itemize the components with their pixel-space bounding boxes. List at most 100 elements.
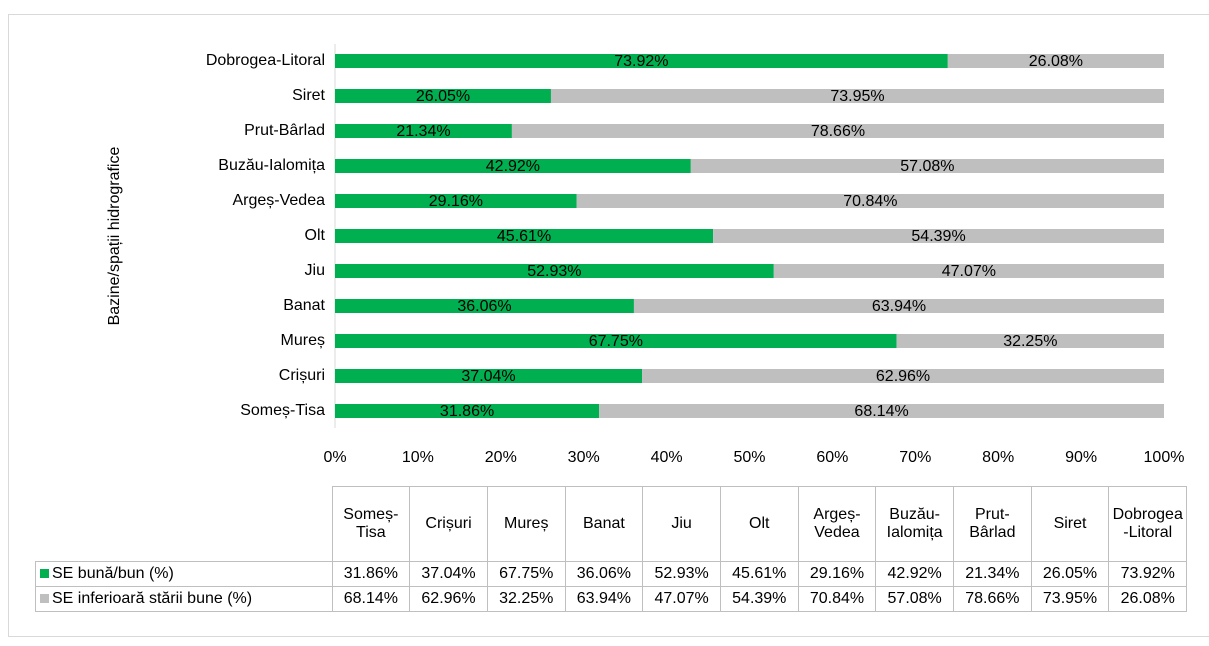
table-value-cell: 63.94% — [564, 586, 644, 612]
data-label: 29.16% — [429, 193, 483, 210]
table-header-cell: Jiu — [642, 486, 721, 562]
table-value-cell: 36.06% — [564, 561, 644, 587]
table-header-cell: Siret — [1030, 486, 1110, 562]
data-label: 31.86% — [440, 403, 494, 420]
x-tick-label: 20% — [485, 449, 517, 466]
data-label: 52.93% — [527, 263, 581, 280]
table-value-cell: 29.16% — [797, 561, 877, 587]
table-header-cell: Mureș — [486, 486, 566, 562]
table-value-cell: 57.08% — [875, 586, 954, 612]
table-header-cell: Buzău-Ialomița — [875, 486, 954, 562]
y-tick-label: Olt — [305, 227, 326, 244]
bar-segment — [773, 264, 1164, 278]
data-label: 70.84% — [843, 193, 897, 210]
bar-segment — [335, 404, 600, 418]
data-label: 68.14% — [854, 403, 908, 420]
data-label: 73.95% — [830, 88, 884, 105]
bar-segment — [896, 334, 1164, 348]
x-tick-label: 50% — [733, 449, 765, 466]
legend-label: SE bună/bun (%) — [52, 565, 174, 582]
bar-segment — [713, 229, 1164, 243]
data-label: 36.06% — [457, 298, 511, 315]
table-corner — [36, 487, 333, 562]
table-value-cell: 26.05% — [1030, 561, 1110, 587]
data-table: Someș-Tisa Crișuri Mureș Banat Jiu Olt Argeș-V… — [35, 486, 1188, 612]
data-label: 78.66% — [811, 123, 865, 140]
x-tick-label: 80% — [982, 449, 1014, 466]
y-axis-label: Bazine/spații hidrografice — [106, 147, 123, 326]
table-value-cell: 70.84% — [797, 586, 877, 612]
table-value-cell: 54.39% — [719, 586, 799, 612]
table-value-cell: 37.04% — [409, 561, 488, 587]
table-value-cell: 68.14% — [331, 586, 411, 612]
data-label: 37.04% — [461, 368, 515, 385]
bar-segment — [335, 54, 948, 68]
table-header-row: Someș-Tisa Crișuri Mureș Banat Jiu Olt Argeș-V… — [36, 486, 1188, 562]
data-label: 47.07% — [942, 263, 996, 280]
y-tick-label: Prut-Bârlad — [244, 122, 325, 139]
x-tick-label: 90% — [1065, 449, 1097, 466]
x-tick-label: 70% — [899, 449, 931, 466]
data-label: 26.05% — [416, 88, 470, 105]
y-tick-label: Crișuri — [279, 367, 325, 384]
data-label: 21.34% — [396, 123, 450, 140]
table-header-cell: Someș-Tisa — [331, 486, 411, 562]
data-label: 67.75% — [589, 333, 643, 350]
bar-segment — [335, 159, 691, 173]
legend-swatch — [40, 569, 49, 578]
bar-segment — [633, 299, 1164, 313]
y-tick-label: Dobrogea-Litoral — [206, 52, 325, 69]
table-header-cell: Olt — [719, 486, 799, 562]
table-value-cell: 73.92% — [1108, 561, 1188, 587]
y-tick-label: Someș-Tisa — [240, 402, 325, 419]
bar-segment — [947, 54, 1164, 68]
table-value-cell: 42.92% — [875, 561, 954, 587]
bar-segment — [335, 124, 512, 138]
table-value-cell: 26.08% — [1108, 586, 1188, 612]
table-value-cell: 73.95% — [1030, 586, 1110, 612]
table-header-cell: Prut-Bârlad — [953, 486, 1032, 562]
legend-cell: SE inferioară stării bune (%) — [35, 586, 333, 612]
table-header-cell: Crișuri — [409, 486, 488, 562]
table-value-cell: 52.93% — [642, 561, 721, 587]
table-header-cell: Banat — [564, 486, 644, 562]
bar-segment — [335, 299, 634, 313]
x-tick-label: 0% — [323, 449, 346, 466]
y-tick-label: Mureș — [281, 332, 325, 349]
legend-label: SE inferioară stării bune (%) — [52, 590, 253, 607]
table-row: SE bună/bun (%) 31.86% 37.04% 67.75% 36.06% 5… — [35, 561, 1188, 587]
bar-segment — [576, 194, 1164, 208]
data-label: 26.08% — [1029, 53, 1083, 70]
bar-segment — [690, 159, 1164, 173]
table-value-cell: 45.61% — [719, 561, 799, 587]
x-tick-label: 60% — [816, 449, 848, 466]
table-value-cell: 78.66% — [953, 586, 1032, 612]
bar-segment — [599, 404, 1164, 418]
legend-cell: SE bună/bun (%) — [35, 561, 333, 587]
data-label: 32.25% — [1003, 333, 1057, 350]
y-tick-label: Banat — [283, 297, 325, 314]
data-label: 54.39% — [911, 228, 965, 245]
bar-segment — [511, 124, 1165, 138]
table-value-cell: 62.96% — [409, 586, 488, 612]
data-label: 73.92% — [614, 53, 668, 70]
data-label: 57.08% — [900, 158, 954, 175]
data-label: 45.61% — [497, 228, 551, 245]
data-label: 63.94% — [872, 298, 926, 315]
bar-segment — [335, 369, 643, 383]
bar-segment — [550, 89, 1164, 103]
bar-segment — [335, 229, 714, 243]
table-value-cell: 31.86% — [331, 561, 411, 587]
y-tick-label: Argeș-Vedea — [232, 192, 325, 209]
bar-segment — [335, 194, 577, 208]
table-value-cell: 67.75% — [486, 561, 566, 587]
x-tick-label: 30% — [568, 449, 600, 466]
bar-segment — [335, 334, 897, 348]
bar-segment — [642, 369, 1164, 383]
data-label: 62.96% — [876, 368, 930, 385]
x-tick-label: 100% — [1144, 449, 1185, 466]
bar-segment — [335, 264, 774, 278]
table-value-cell: 21.34% — [953, 561, 1032, 587]
